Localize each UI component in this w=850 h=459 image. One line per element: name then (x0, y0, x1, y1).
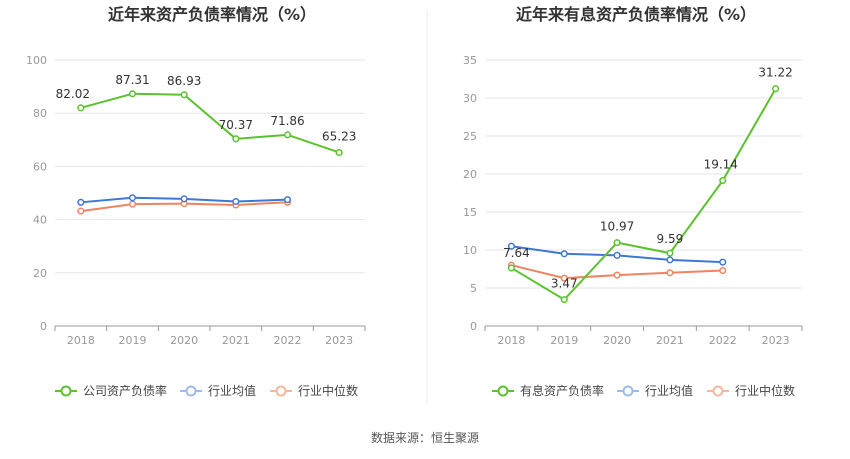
legend-label: 公司资产负债率 (83, 383, 167, 398)
data-point (560, 250, 568, 258)
data-label: 65.23 (322, 129, 356, 143)
legend-marker (622, 385, 634, 397)
legend-marker (712, 385, 724, 397)
data-point (128, 194, 137, 202)
x-tick-label: 2020 (603, 334, 631, 347)
data-point (283, 196, 292, 204)
legend-marker (275, 385, 287, 397)
x-tick-label: 2019 (119, 334, 147, 347)
data-label: 82.02 (56, 87, 90, 101)
y-tick-label: 10 (463, 244, 477, 257)
data-point (666, 249, 674, 257)
data-label: 19.14 (704, 158, 738, 172)
data-point (77, 104, 85, 112)
x-tick-label: 2023 (325, 334, 353, 347)
data-point (772, 85, 780, 93)
y-tick-label: 30 (463, 92, 477, 105)
series-line-0 (80, 92, 340, 154)
data-point (666, 269, 674, 277)
data-point (613, 239, 621, 247)
data-point (128, 200, 137, 208)
legend-label: 行业均值 (208, 383, 256, 398)
chart-title-left: 近年来资产负债率情况（%） (108, 5, 316, 24)
plot-left: 0 20 40 60 80 100 2018 2019 2020 2021 2022 2023 82.0… (26, 54, 366, 398)
y-tick-label: 0 (40, 320, 47, 333)
x-tick-label: 2018 (497, 334, 525, 347)
data-point (666, 256, 674, 264)
y-tick-label: 5 (470, 282, 477, 295)
legend-label: 行业中位数 (735, 383, 795, 398)
legend-label: 有息资产负债率 (520, 383, 604, 398)
data-point (560, 274, 568, 282)
source-note: 数据来源：恒生聚源 (371, 430, 479, 445)
chart-title-right: 近年来有息资产负债率情况（%） (516, 5, 756, 24)
data-point (507, 264, 515, 272)
data-point (719, 258, 727, 266)
y-tick-label: 60 (33, 160, 47, 173)
x-tick-label: 2020 (170, 334, 198, 347)
data-point (613, 271, 621, 279)
data-point (283, 131, 292, 139)
x-tick-label: 2023 (762, 334, 790, 347)
y-tick-label: 15 (463, 206, 477, 219)
data-point (232, 197, 240, 206)
data-point (335, 148, 343, 157)
y-tick-label: 80 (33, 107, 47, 120)
x-tick-label: 2019 (550, 334, 578, 347)
data-label: 86.93 (167, 74, 201, 88)
data-point (232, 135, 240, 143)
data-label: 71.86 (270, 114, 304, 128)
legend-label: 行业均值 (645, 383, 693, 398)
x-tick-label: 2021 (656, 334, 684, 347)
data-point (77, 198, 85, 206)
data-point (77, 207, 85, 215)
y-tick-label: 100 (26, 54, 47, 67)
series-line-0 (510, 88, 777, 301)
data-point (507, 242, 515, 250)
data-label: 31.22 (758, 66, 792, 80)
data-label: 9.59 (657, 232, 684, 246)
y-tick-label: 35 (463, 54, 477, 67)
data-label: 7.64 (503, 246, 530, 260)
legend-marker (185, 385, 197, 397)
x-tick-label: 2018 (67, 334, 95, 347)
data-point (560, 296, 568, 304)
y-tick-label: 0 (470, 320, 477, 333)
legend-marker (497, 385, 509, 397)
x-tick-label: 2021 (222, 334, 250, 347)
data-label: 70.37 (219, 118, 253, 132)
plot-right: 0 5 10 15 20 25 30 35 2018 2019 2020 2021 2022 2023 7.… (463, 54, 803, 398)
y-tick-label: 20 (33, 267, 47, 280)
data-point (719, 176, 727, 185)
x-tick-label: 2022 (709, 334, 737, 347)
legend-label: 行业中位数 (298, 383, 358, 398)
y-tick-label: 25 (463, 130, 477, 143)
data-point (128, 90, 137, 98)
x-tick-label: 2022 (274, 334, 302, 347)
y-tick-label: 20 (463, 168, 477, 181)
data-label: 10.97 (600, 220, 634, 234)
data-point (180, 91, 188, 99)
data-label: 87.31 (115, 73, 149, 87)
y-tick-label: 40 (33, 214, 47, 227)
data-point (719, 266, 727, 275)
data-point (613, 251, 621, 259)
data-point (180, 195, 188, 203)
legend-marker (60, 385, 72, 397)
data-label: 3.47 (551, 277, 578, 291)
